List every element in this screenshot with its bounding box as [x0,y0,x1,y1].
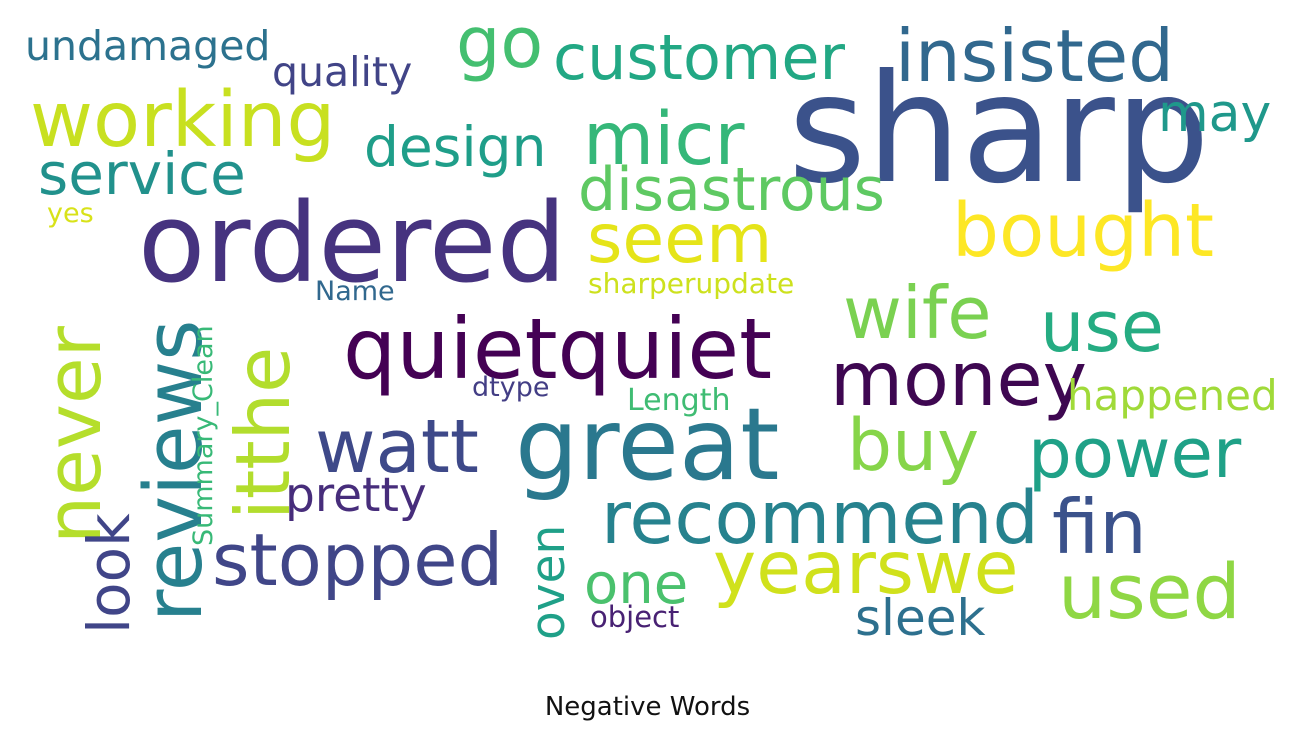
word-sharperupdate: sharperupdate [588,267,795,300]
word-stopped: stopped [212,518,504,602]
word-yes: yes [47,198,94,229]
word-one: one [584,552,689,617]
word-name: Name [315,276,395,307]
word-length: Length [627,383,731,418]
word-fin: fin [1052,483,1147,571]
word-never: never [29,326,118,544]
word-sharp: sharp [788,43,1211,217]
word-oven: oven [521,524,576,640]
word-undamaged: undamaged [25,22,271,70]
word-ordered: ordered [138,179,567,307]
word-seem: seem [587,200,773,279]
word-yearswe: yearswe [713,526,1019,611]
word-micr: micr [583,97,745,182]
word-disastrous: disastrous [578,155,885,225]
word-power: power [1028,414,1242,494]
word-quality: quality [272,48,413,96]
word-look: look [75,513,143,634]
word-buy: buy [847,404,980,487]
word-summary-clean: Summary_Clean [188,325,219,546]
word-great: great [515,386,780,503]
word-bought: bought [952,188,1215,274]
word-happened: happened [1067,371,1278,420]
word-used: used [1058,547,1241,636]
word-working: working [30,76,336,165]
word-sleek: sleek [855,589,986,647]
word-dtype: dtype [472,372,550,403]
word-recommend: recommend [601,476,1039,561]
word-object: object [590,600,680,634]
word-design: design [364,115,547,179]
word-service: service [38,140,246,208]
word-customer: customer [553,21,845,94]
word-insisted: insisted [895,14,1174,98]
word-watt: watt [315,404,479,490]
word-go: go [456,2,544,84]
chart-title: Negative Words [544,692,751,722]
word-pretty: pretty [285,468,427,523]
word-wife: wife [843,271,992,355]
word-itthe: itthe [219,346,307,520]
word-use: use [1040,286,1164,368]
word-may: may [1158,84,1272,144]
word-money: money [830,335,1088,423]
word-quietquiet: quietquiet [343,300,773,398]
